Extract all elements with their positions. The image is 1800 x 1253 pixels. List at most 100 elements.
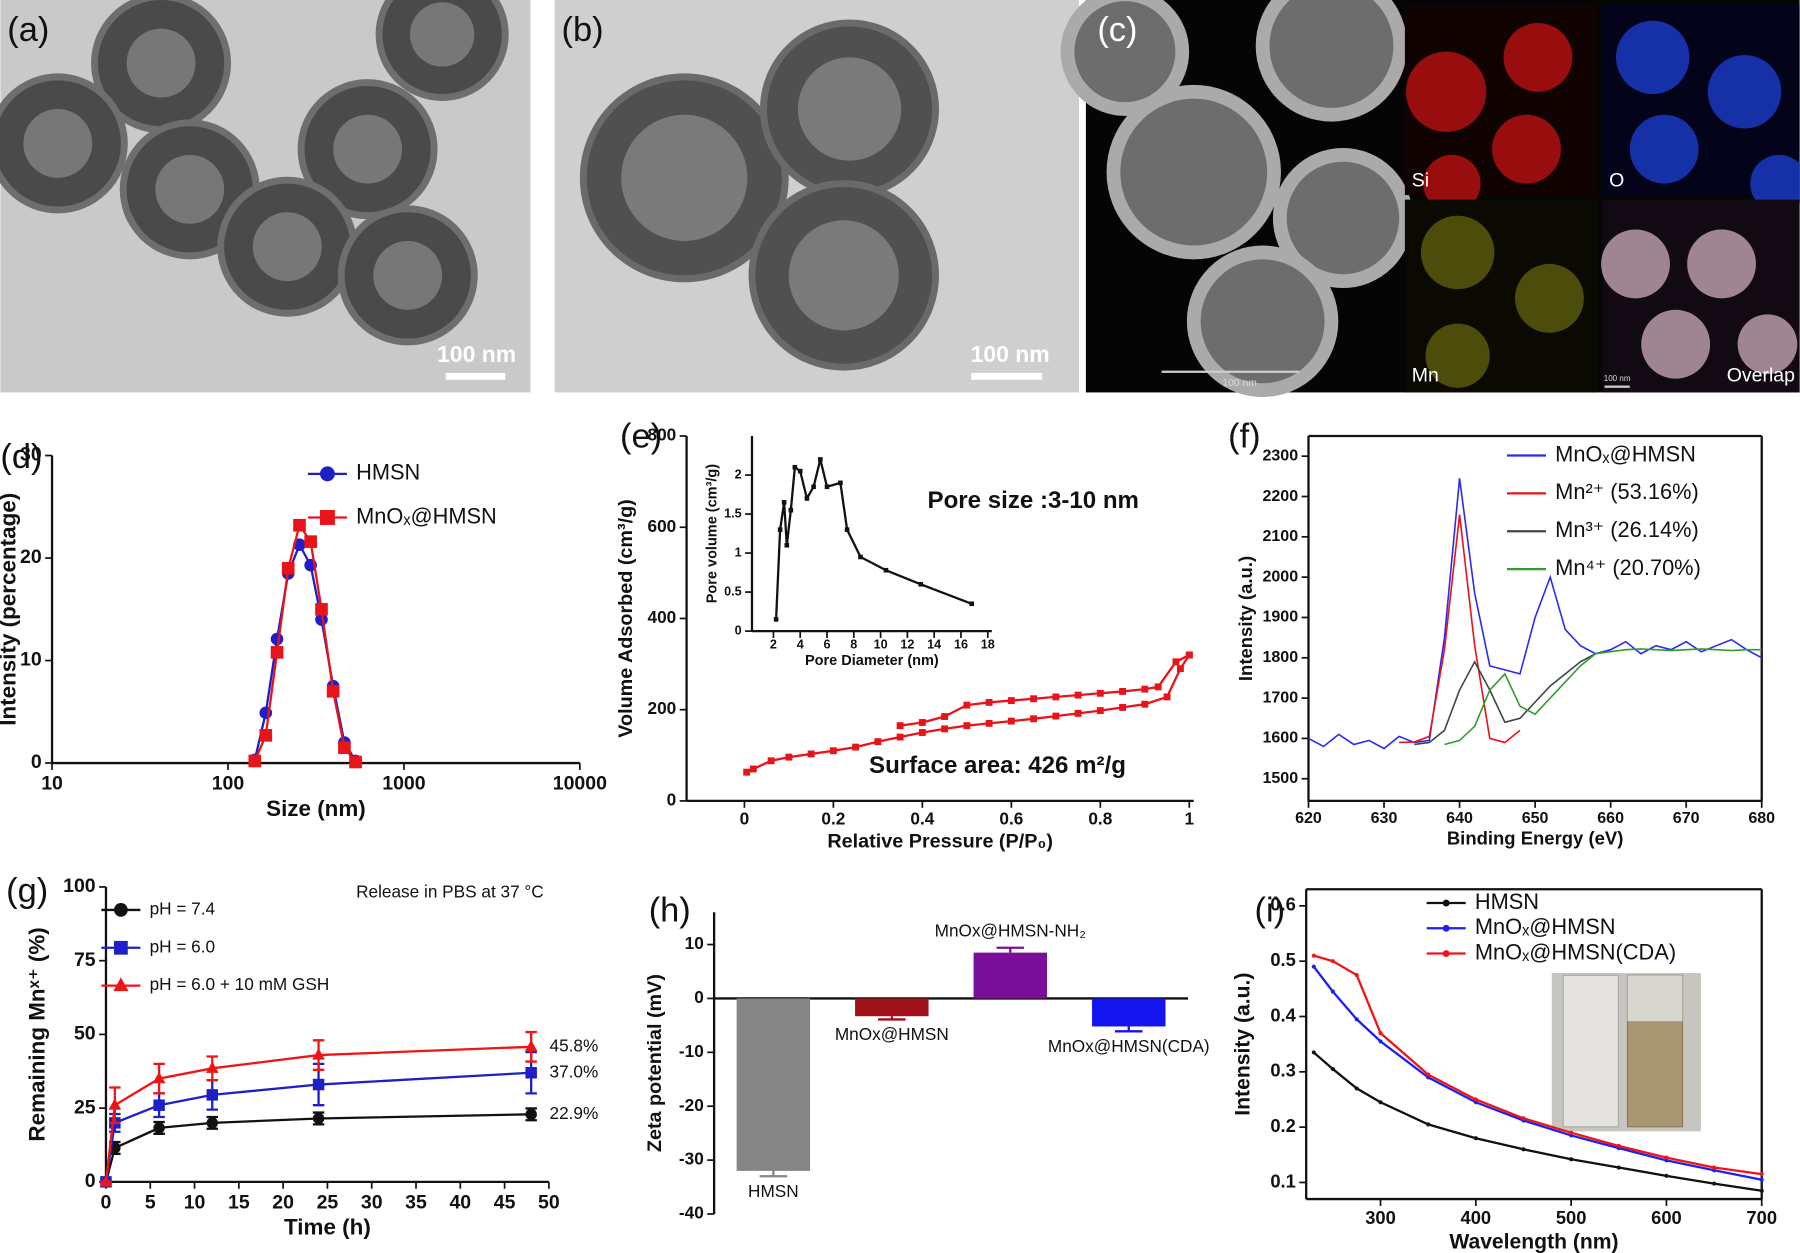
- x-tick-label: 35: [405, 1191, 427, 1213]
- marker: [749, 765, 757, 773]
- marker: [315, 602, 328, 616]
- y-tick-label: 0.6: [1270, 894, 1296, 915]
- marker: [818, 457, 823, 462]
- x-axis-label: Time (h): [284, 1215, 371, 1240]
- y-axis-label: Intensity (a.u.): [1235, 556, 1256, 681]
- marker: [1119, 688, 1127, 695]
- marker: [985, 719, 993, 727]
- bar: [855, 998, 929, 1017]
- marker: [1759, 1172, 1764, 1177]
- marker: [1311, 1050, 1316, 1055]
- y-tick-label: 100: [63, 875, 96, 897]
- marker: [1176, 665, 1184, 673]
- y-tick-label: 25: [74, 1096, 96, 1118]
- marker: [1330, 1066, 1335, 1072]
- legend-label: Mn²⁺ (53.16%): [1555, 479, 1699, 504]
- y-tick-label: 10: [20, 649, 42, 671]
- marker: [1354, 1086, 1359, 1091]
- x-axis-label: Pore Diameter (nm): [805, 653, 939, 669]
- x-tick-label: 680: [1748, 809, 1775, 827]
- marker: [785, 753, 793, 761]
- marker: [883, 567, 889, 573]
- legend-label: Mn⁴⁺ (20.70%): [1555, 555, 1701, 580]
- marker: [1330, 959, 1335, 964]
- marker: [270, 646, 284, 659]
- series-line: [1313, 954, 1762, 1176]
- x-tick-label: 0: [101, 1191, 112, 1213]
- marker: [811, 484, 816, 490]
- marker: [248, 754, 262, 768]
- marker: [1442, 950, 1450, 957]
- x-axis-label: Wavelength (nm): [1449, 1231, 1618, 1253]
- marker: [1664, 1173, 1669, 1178]
- marker: [1141, 685, 1149, 693]
- marker: [784, 542, 790, 548]
- map-label: Si: [1412, 169, 1429, 191]
- marker: [1521, 1147, 1526, 1152]
- x-tick-label: 400: [1461, 1207, 1492, 1228]
- marker: [312, 1048, 325, 1060]
- map-label: Overlap: [1727, 365, 1795, 387]
- marker: [319, 466, 335, 482]
- y-tick-label: 75: [74, 949, 96, 971]
- x-tick-label: 5: [145, 1191, 156, 1213]
- x-tick-label: 0.6: [999, 808, 1023, 828]
- value-label: 37.0%: [550, 1061, 599, 1081]
- y-tick-label: 0.4: [1270, 1004, 1296, 1025]
- y-tick-label: 1900: [1262, 608, 1298, 626]
- error-bar: [996, 946, 1025, 953]
- marker: [1163, 693, 1171, 701]
- marker: [1030, 715, 1038, 723]
- marker: [918, 729, 926, 736]
- marker: [788, 507, 794, 513]
- error-bar: [1115, 1026, 1143, 1033]
- marker: [807, 750, 815, 758]
- marker: [99, 1174, 113, 1187]
- marker: [281, 561, 295, 575]
- panel-label: (h): [649, 891, 691, 929]
- marker: [525, 1067, 537, 1079]
- marker: [858, 554, 863, 560]
- marker: [896, 722, 904, 730]
- x-tick-label: 0.4: [910, 808, 934, 828]
- scale-bar-label: 100 nm: [1604, 374, 1631, 383]
- y-tick-label: 20: [20, 546, 42, 568]
- x-tick-label: 40: [449, 1191, 471, 1213]
- y-tick-label: 400: [648, 607, 677, 627]
- panel-label: (c): [1097, 11, 1137, 49]
- y-tick-label: 1800: [1262, 648, 1298, 666]
- y-tick-label: 0: [694, 987, 704, 1007]
- y-tick-label: -40: [679, 1203, 704, 1223]
- marker: [1759, 1177, 1764, 1182]
- y-tick-label: 800: [648, 425, 677, 445]
- legend-label: Mn³⁺ (26.14%): [1555, 517, 1699, 542]
- cuvette-photo: [1551, 973, 1701, 1132]
- marker: [1759, 1188, 1764, 1193]
- marker: [312, 1078, 325, 1091]
- marker: [941, 713, 949, 720]
- value-label: 22.9%: [550, 1103, 599, 1123]
- marker: [319, 510, 335, 525]
- scale-bar-label: 100 nm: [971, 341, 1050, 367]
- marker: [1442, 924, 1450, 932]
- x-tick-label: 670: [1673, 809, 1700, 827]
- marker: [1473, 1097, 1478, 1102]
- x-tick-label: 100: [212, 773, 245, 795]
- marker: [113, 977, 129, 992]
- y-tick-label: 600: [648, 516, 677, 536]
- map-label: O: [1609, 169, 1624, 191]
- x-tick-label: 50: [538, 1191, 560, 1213]
- marker: [326, 684, 340, 698]
- legend-label: MnOₓ@HMSN: [1555, 441, 1696, 466]
- y-tick-label: 2300: [1262, 446, 1298, 464]
- x-tick-label: 620: [1295, 809, 1322, 827]
- marker: [1311, 953, 1316, 958]
- x-tick-label: 630: [1371, 809, 1398, 827]
- value-label: 45.8%: [550, 1035, 599, 1055]
- marker: [1521, 1116, 1526, 1121]
- marker: [524, 1039, 538, 1052]
- marker: [1154, 683, 1162, 691]
- marker: [963, 701, 971, 709]
- error-bar: [878, 1016, 906, 1021]
